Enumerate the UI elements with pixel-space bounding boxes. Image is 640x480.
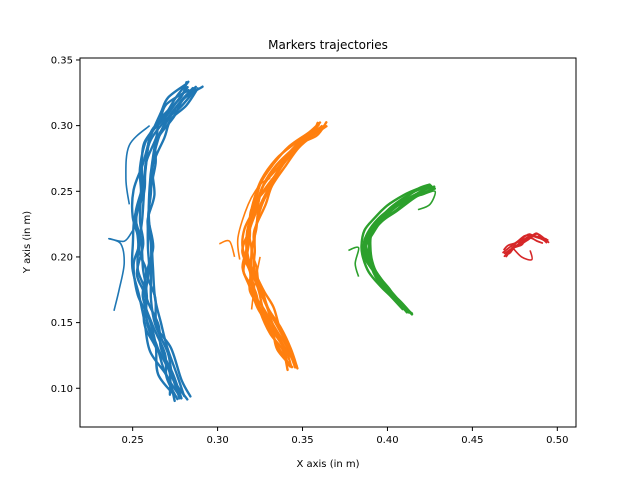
y-tick-label: 0.10 (51, 384, 73, 395)
series-layer (108, 80, 550, 403)
series-line (503, 233, 545, 251)
series-line (348, 246, 360, 277)
plot-area-frame (79, 57, 577, 428)
series-line (252, 125, 328, 368)
series-line (108, 230, 134, 311)
series-line (247, 126, 323, 369)
series-1 (219, 121, 328, 372)
series-line (147, 85, 204, 397)
y-tick-label: 0.30 (51, 121, 73, 132)
series-line (250, 256, 261, 310)
chart-title: Markers trajectories (268, 38, 388, 52)
y-tick-label: 0.20 (51, 252, 73, 263)
x-axis-label: X axis (in m) (296, 459, 359, 470)
x-tick-label: 0.40 (376, 435, 398, 446)
y-axis-ticks: 0.10 0.15 0.20 0.25 0.30 0.35 (51, 55, 80, 395)
series-line (362, 183, 431, 313)
series-line (236, 177, 271, 260)
series-line (417, 190, 437, 211)
x-tick-label: 0.35 (291, 435, 313, 446)
x-tick-label: 0.30 (206, 435, 228, 446)
x-tick-label: 0.50 (546, 435, 568, 446)
series-line (135, 86, 189, 400)
series-0 (108, 80, 204, 403)
series-line (510, 245, 534, 261)
y-axis-label: Y axis (in m) (22, 211, 33, 274)
y-tick-label: 0.25 (51, 187, 73, 198)
y-tick-label: 0.35 (51, 55, 73, 66)
x-axis-ticks: 0.25 0.30 0.35 0.40 0.45 0.50 (122, 427, 568, 446)
series-line (508, 232, 550, 255)
y-tick-label: 0.15 (51, 318, 73, 329)
series-line (137, 88, 197, 401)
series-line (241, 128, 321, 369)
series-line (362, 185, 432, 314)
x-tick-label: 0.25 (122, 435, 144, 446)
series-line (246, 126, 325, 369)
x-tick-label: 0.45 (461, 435, 483, 446)
series-2 (348, 183, 437, 316)
series-line (219, 239, 236, 258)
series-3 (502, 232, 550, 261)
series-line (125, 125, 151, 205)
